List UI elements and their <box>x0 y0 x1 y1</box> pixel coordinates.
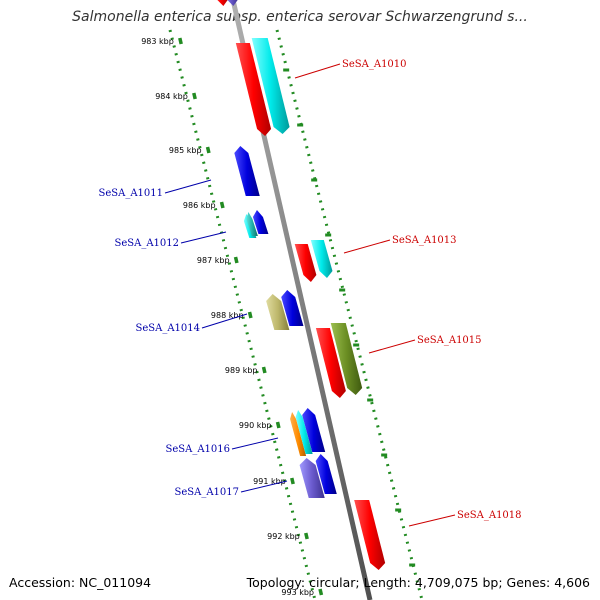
gene-sesa-a1013-red <box>294 244 317 282</box>
scale-tick-label: 984 kbp <box>155 92 188 101</box>
gene-sesa-a1010-cyan <box>251 38 290 134</box>
map-title: Salmonella enterica subsp. enterica sero… <box>72 9 528 25</box>
scale-tick-label: 988 kbp <box>211 311 244 320</box>
scale-tick-mark <box>205 146 211 154</box>
gene-sesa-a1017-blue <box>315 454 337 494</box>
gene-sesa-a1017-slate <box>299 458 325 498</box>
scale-ticks: 983 kbp 984 kbp 985 kbp 986 kbp 987 kbp 988 k… <box>141 37 416 597</box>
gene-sesa-a1012-b <box>246 212 258 236</box>
leader-sesa-a1016 <box>231 437 279 450</box>
leader-sesa-a1017 <box>240 480 288 493</box>
scale-tick-mark <box>233 256 239 264</box>
gene-sesa-a1015-olive <box>330 323 363 395</box>
gene-label-sesa-a1016: SeSA_A1016 <box>165 444 230 455</box>
gene-sesa-a1016-blue <box>302 408 326 452</box>
leader-sesa-a1010 <box>294 63 341 79</box>
gene-label-sesa-a1017: SeSA_A1017 <box>174 487 239 498</box>
scale-tick-mark <box>192 92 197 100</box>
scale-tick-mark <box>247 311 253 319</box>
scale-tick-label: 989 kbp <box>225 366 258 375</box>
gene-sesa-a1014-khaki <box>266 294 290 330</box>
gene-top-slate <box>227 0 238 6</box>
gene-sesa-a1010-red <box>235 43 272 136</box>
label-connectors <box>164 63 456 527</box>
leader-sesa-a1018 <box>408 514 456 527</box>
gene-label-sesa-a1013: SeSA_A1013 <box>392 235 457 246</box>
scale-tick-mark <box>275 421 281 429</box>
gene-features <box>217 0 386 570</box>
gene-sesa-a1012-c <box>252 210 269 234</box>
genome-summary-text: Topology: circular; Length: 4,709,075 bp… <box>246 575 590 590</box>
leader-sesa-a1012 <box>180 231 227 244</box>
gene-sesa-a1018-red <box>354 500 386 570</box>
gene-label-sesa-a1015: SeSA_A1015 <box>417 335 482 346</box>
gene-label-sesa-a1012: SeSA_A1012 <box>114 238 179 249</box>
gene-sesa-a1016-orange <box>290 412 307 456</box>
scale-tick-mark <box>261 366 267 374</box>
scale-tick-label: 990 kbp <box>239 421 272 430</box>
scale-tick-label: 983 kbp <box>141 37 174 46</box>
scale-tick-label: 992 kbp <box>267 532 300 541</box>
leader-sesa-a1011 <box>164 179 212 194</box>
leader-sesa-a1013 <box>343 239 391 254</box>
scale-tick-mark <box>318 588 324 596</box>
scale-tick-mark <box>290 477 295 485</box>
scale-tick-label: 987 kbp <box>197 256 230 265</box>
gene-sesa-a1015-red <box>315 328 346 398</box>
scale-tick-label: 985 kbp <box>169 146 202 155</box>
leader-sesa-a1015 <box>368 339 416 354</box>
scale-tick-label: 991 kbp <box>253 477 286 486</box>
gene-top-red <box>217 0 228 6</box>
gene-label-sesa-a1011: SeSA_A1011 <box>98 188 163 199</box>
accession-text: Accession: NC_011094 <box>9 575 152 590</box>
gene-label-sesa-a1010: SeSA_A1010 <box>342 59 407 70</box>
gene-label-sesa-a1014: SeSA_A1014 <box>135 323 200 334</box>
gene-sesa-a1013-cyan <box>310 240 333 278</box>
leader-sesa-a1014 <box>201 313 248 329</box>
scale-tick-mark <box>304 532 309 540</box>
scale-tick-label: 993 kbp <box>281 588 314 597</box>
gene-sesa-a1011 <box>234 146 260 196</box>
scale-tick-label: 986 kbp <box>183 201 216 210</box>
scale-tick-mark <box>219 201 225 209</box>
gene-label-sesa-a1018: SeSA_A1018 <box>457 510 522 521</box>
gene-sesa-a1014-blue <box>281 290 304 326</box>
gene-sesa-a1016-cyan <box>295 410 313 454</box>
scale-tick-mark <box>178 37 183 45</box>
